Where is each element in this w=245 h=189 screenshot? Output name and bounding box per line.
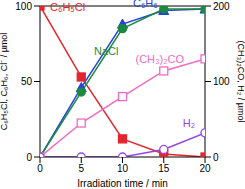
svg-text:H₂: H₂ [183,117,195,129]
svg-text:(CH₃)₂CO, H₂ / µmol: (CH₃)₂CO, H₂ / µmol [236,41,237,123]
svg-text:C₆H₅Cl, C₆H₆, Cl⁻ / µmol: C₆H₅Cl, C₆H₆, Cl⁻ / µmol [8,33,9,131]
svg-text:Irradiation time / min: Irradiation time / min [77,178,168,189]
svg-text:100: 100 [213,76,230,87]
svg-text:200: 200 [213,1,230,12]
svg-text:NaCl: NaCl [94,45,118,57]
svg-text:0: 0 [37,163,43,174]
svg-text:0: 0 [213,152,219,163]
svg-text:5: 5 [78,163,84,174]
svg-text:15: 15 [158,163,170,174]
svg-text:100: 100 [15,1,32,12]
svg-text:(CH₃)₂CO: (CH₃)₂CO [136,53,185,65]
svg-text:10: 10 [117,163,129,174]
svg-text:20: 20 [199,163,211,174]
svg-text:C₆H₅Cl: C₆H₅Cl [50,1,85,13]
svg-text:50: 50 [21,76,33,87]
svg-text:C₆H₆: C₆H₆ [133,0,158,9]
svg-text:0: 0 [26,152,32,163]
